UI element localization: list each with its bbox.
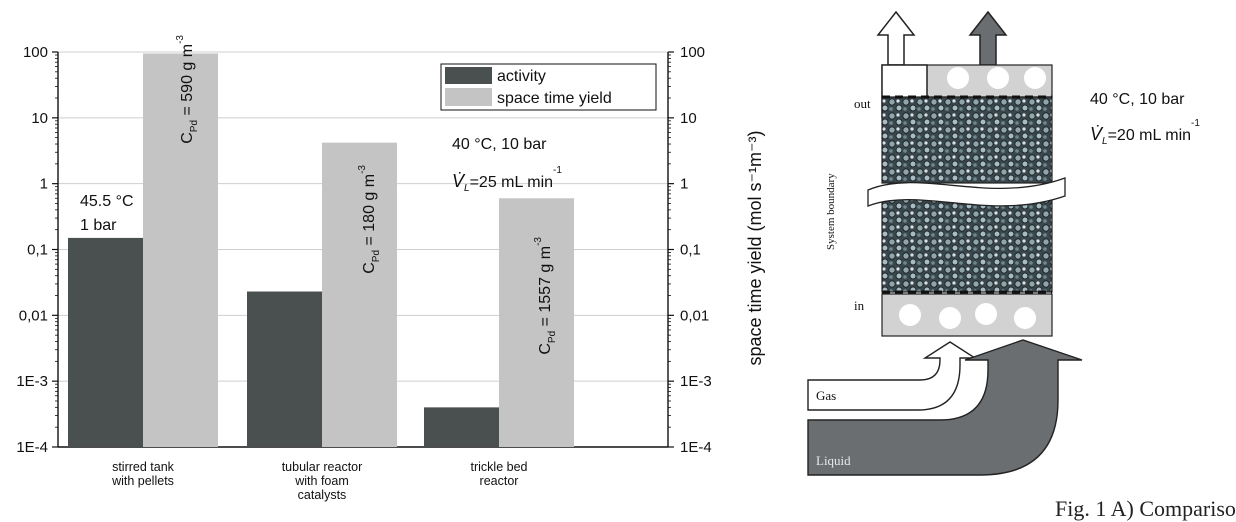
bar-label-part: C [179,132,196,144]
right-tick-label: 100 [680,44,705,61]
left-tick-label: 1E-3 [16,373,48,390]
out-label: out [854,96,871,111]
flow-symbol: V̇ [1090,124,1104,144]
legend-label-activity: activity [497,68,546,85]
flow-part: L [464,183,470,194]
bar-label: CPd = 590 g m-3 [175,35,200,144]
left-tick-label: 0,01 [19,307,48,324]
bar-label-part: -3 [175,35,186,44]
break-symbol [867,177,1066,207]
bar-label-part: -3 [533,237,544,246]
left-tick-label: 1E-4 [16,439,48,456]
legend-label-space-time-yield: space time yield [497,90,612,107]
tubular-conditions: 40 °C, 10 bar [452,136,547,153]
flow-value: =20 mL min [1108,127,1191,144]
liquid-label: Liquid [816,453,851,468]
bar-label-part: Pd [371,250,382,262]
bar-label-part: C [361,262,378,274]
figure-caption: Fig. 1 A) Comparison of the [1055,496,1236,521]
flow-subscript: L [1102,136,1108,147]
bar-label-part: = 590 g m [179,44,196,120]
bar-label-part: -3 [357,165,368,174]
right-axis-title: space time yield (mol s⁻¹m⁻³) [745,130,765,365]
left-tick-label: 1 [40,176,48,193]
stirred-tank-pressure: 1 bar [80,217,117,234]
legend-swatch-space-time-yield [445,88,492,106]
legend-swatch-activity [445,67,492,84]
right-tick-label: 0,1 [680,242,701,259]
flow-part: =25 mL min [470,174,553,191]
system-boundary-label: System boundary [825,173,837,250]
space-time-yield-bar [499,198,574,447]
packed-bed-lower [881,196,1053,293]
left-tick-label: 0,1 [27,242,48,259]
in-label: in [854,298,865,313]
liquid-outlet-arrow [968,10,1008,66]
liquid-inlet-arrow [807,339,1083,476]
reactor-diagram: out in System boundary Gas Liquid 40 °C,… [807,10,1200,476]
tubular-flow-rate: V̇L=25 mL min-1 [452,165,562,194]
flow-part: V̇ [452,171,466,191]
gas-label: Gas [816,388,836,403]
category-label: stirred tank [112,460,175,474]
category-label: reactor [480,474,519,488]
category-label: tubular reactor [282,460,363,474]
bar-label-part: = 1557 g m [537,246,554,331]
activity-bar [68,237,143,447]
bar-label-part: Pd [189,120,200,132]
right-tick-label: 1E-4 [680,439,712,456]
right-tick-label: 0,01 [680,307,709,324]
category-label: with pellets [111,474,174,488]
bar-label: CPd = 180 g m-3 [357,165,382,274]
category-label: with foam [294,474,349,488]
activity-bar [424,407,499,447]
category-label: trickle bed [471,460,528,474]
gas-outlet-arrow [876,10,916,66]
space-time-yield-bar [143,53,218,448]
left-tick-label: 100 [23,44,48,61]
right-tick-label: 10 [680,110,697,127]
space-time-yield-bar [322,142,397,447]
diagram-conditions: 40 °C, 10 bar [1090,91,1185,108]
packed-bed-upper [881,96,1053,184]
left-tick-label: 10 [31,110,48,127]
bar-label-part: = 180 g m [361,174,378,250]
category-label: catalysts [298,488,347,502]
activity-bar [247,291,322,447]
bar-label-part: C [537,343,554,355]
stirred-tank-temperature: 45.5 °C [80,193,134,210]
right-tick-label: 1E-3 [680,373,712,390]
right-tick-label: 1 [680,176,688,193]
bar-chart: 1E-4 1E-4 1E-3 1E-3 0,01 0,01 0,1 0,1 1 1 10 10 100 1… [16,35,765,502]
diagram-flow: V̇L=20 mL min-1 [1090,118,1200,147]
bar-label-part: Pd [547,331,558,343]
flow-part: -1 [553,165,562,176]
flow-superscript: -1 [1191,118,1200,129]
bar-label: CPd = 1557 g m-3 [533,237,558,355]
